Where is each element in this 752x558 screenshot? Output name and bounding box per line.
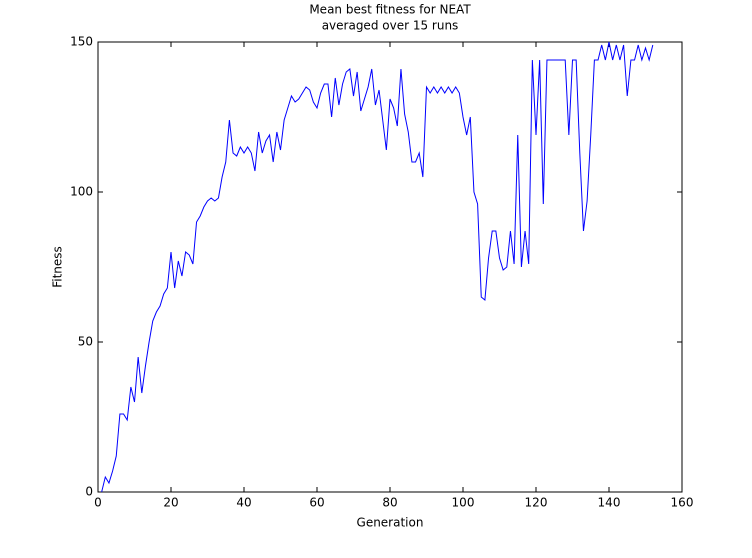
x-tick-label: 60 [309,496,324,510]
x-tick-label: 160 [671,496,694,510]
x-tick-label: 0 [94,496,102,510]
y-tick-label: 150 [70,35,93,49]
x-axis-label: Generation [357,516,424,530]
chart-title: Mean best fitness for NEAT [309,3,471,17]
data-line [101,41,654,493]
plot-frame [97,41,683,493]
x-tick-label: 80 [382,496,397,510]
chart-subtitle: averaged over 15 runs [322,19,459,33]
y-tick-label: 0 [85,485,93,499]
x-tick-label: 20 [163,496,178,510]
x-tick-label: 120 [525,496,548,510]
y-tick-label: 50 [78,335,93,349]
x-tick-label: 140 [598,496,621,510]
y-tick-label: 100 [70,185,93,199]
y-axis-label: Fitness [51,246,65,288]
x-tick-label: 40 [236,496,251,510]
x-tick-label: 100 [452,496,475,510]
